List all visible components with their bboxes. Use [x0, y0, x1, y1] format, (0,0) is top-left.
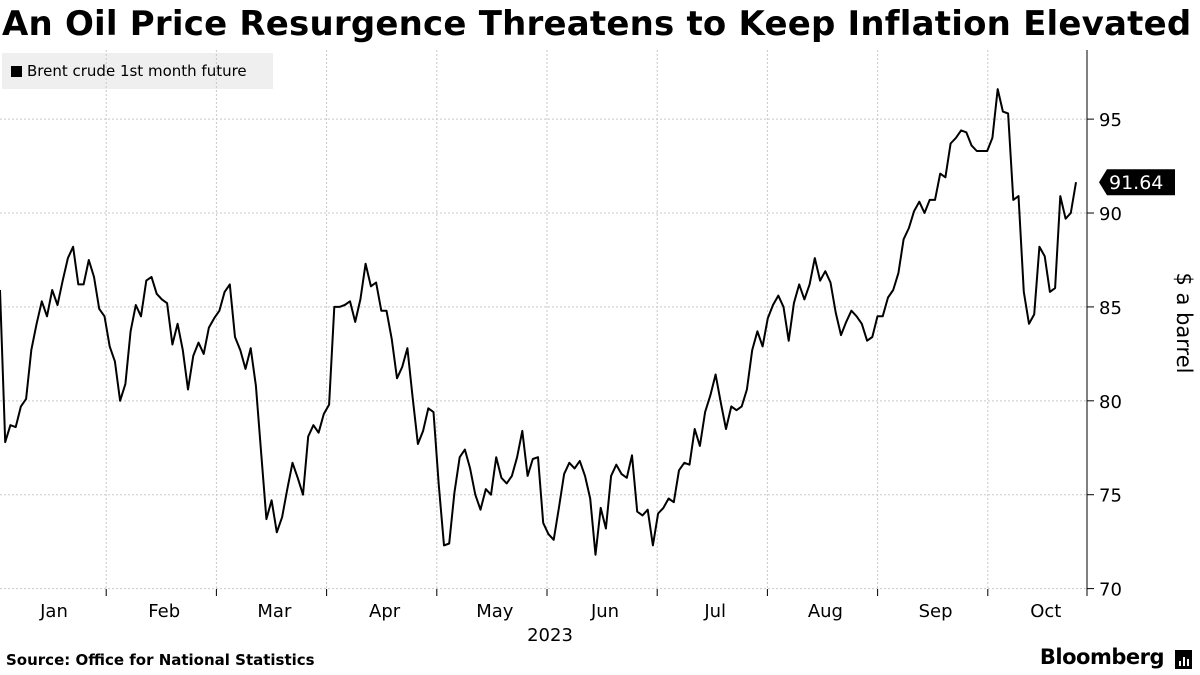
chart-title: An Oil Price Resurgence Threatens to Kee… [2, 4, 1192, 44]
x-tick-label: Jan [39, 601, 68, 622]
y-axis-label: $ a barrel [1172, 273, 1196, 374]
legend-swatch [11, 65, 22, 77]
x-tick-label: Sep [919, 601, 953, 622]
x-tick-label: Apr [369, 601, 401, 622]
x-tick-label: Mar [257, 601, 292, 622]
x-tick-label: Aug [808, 601, 843, 622]
bloomberg-terminal-icon [1175, 650, 1192, 669]
y-tick-label: 70 [1099, 580, 1122, 601]
y-tick-label: 80 [1099, 392, 1122, 413]
y-tick-label: 90 [1099, 204, 1122, 225]
legend: Brent crude 1st month future [2, 53, 273, 89]
y-tick-label: 95 [1099, 110, 1122, 131]
source-note: Source: Office for National Statistics [6, 651, 315, 669]
x-tick-label: Feb [148, 601, 180, 622]
x-tick-label: May [476, 601, 514, 622]
series-line-brent [0, 88, 1077, 556]
x-tick-label: Jul [703, 601, 726, 622]
legend-series-label: Brent crude 1st month future [27, 62, 247, 80]
x-tick-label: Jun [590, 601, 619, 622]
bloomberg-logo: Bloomberg [1039, 645, 1165, 669]
last-value-badge [1099, 169, 1175, 196]
x-axis-label: 2023 [527, 625, 573, 646]
y-tick-label: 85 [1099, 298, 1122, 319]
last-value-label: 91.64 [1109, 172, 1163, 194]
x-tick-label: Oct [1030, 601, 1061, 622]
y-tick-label: 75 [1099, 486, 1122, 507]
